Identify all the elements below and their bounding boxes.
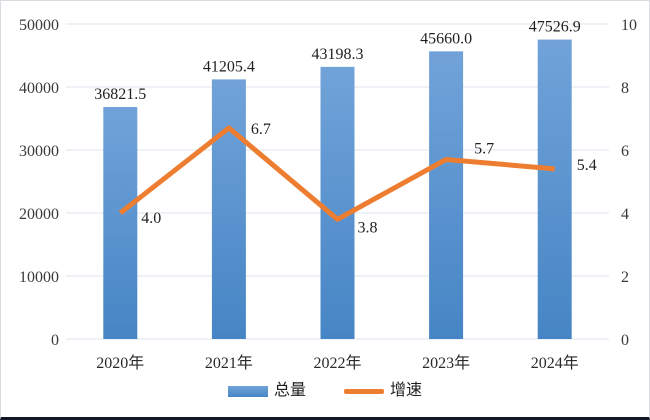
left-axis-tick: 0 (51, 332, 59, 349)
x-axis-category-label: 2023年 (422, 354, 470, 372)
bar-value-label: 41205.4 (203, 58, 255, 75)
legend-label-total: 总量 (273, 382, 306, 399)
right-axis-tick: 2 (621, 269, 629, 286)
left-axis-tick: 20000 (19, 206, 59, 223)
legend-label-growth: 增速 (390, 382, 423, 399)
right-axis-tick: 8 (621, 80, 629, 97)
left-axis-tick: 50000 (19, 17, 59, 34)
line-value-label: 5.7 (474, 140, 494, 157)
left-axis-tick: 40000 (19, 80, 59, 97)
line-value-label: 3.8 (358, 219, 378, 236)
bar-value-label: 43198.3 (312, 46, 364, 63)
right-axis-tick: 4 (621, 206, 629, 223)
bar-series-swatch (227, 385, 268, 397)
bar (429, 51, 464, 339)
line-value-label: 5.4 (577, 157, 597, 174)
right-axis-tick: 6 (621, 143, 629, 160)
bar (320, 66, 355, 339)
bar-value-label: 36821.5 (94, 86, 146, 103)
left-axis-tick: 10000 (19, 269, 59, 286)
bar-value-label: 45660.0 (420, 30, 472, 47)
legend-item-growth: 增速 (344, 383, 422, 399)
bar (537, 39, 572, 339)
x-axis-category-label: 2021年 (205, 354, 253, 372)
x-axis-category-label: 2020年 (96, 354, 144, 372)
right-axis-tick: 10 (621, 17, 637, 34)
legend-item-total: 总量 (227, 382, 306, 399)
combo-chart-plot: 0 10000 20000 30000 40000 50000 0 2 4 6 8 10 36821.5… (19, 17, 637, 372)
line-series-swatch (344, 388, 384, 394)
x-axis-category-label: 2024年 (531, 354, 579, 372)
bar (103, 107, 138, 339)
bar (211, 79, 246, 340)
chart-legend: 总量 增速 (1, 383, 649, 399)
x-axis-category-label: 2022年 (313, 354, 361, 372)
line-value-label: 6.7 (251, 121, 271, 138)
line-value-label: 4.0 (141, 210, 161, 227)
right-axis-tick: 0 (621, 332, 629, 349)
left-axis-tick: 30000 (19, 143, 59, 160)
growth-line (118, 125, 555, 222)
bar-value-label: 47526.9 (529, 19, 581, 36)
